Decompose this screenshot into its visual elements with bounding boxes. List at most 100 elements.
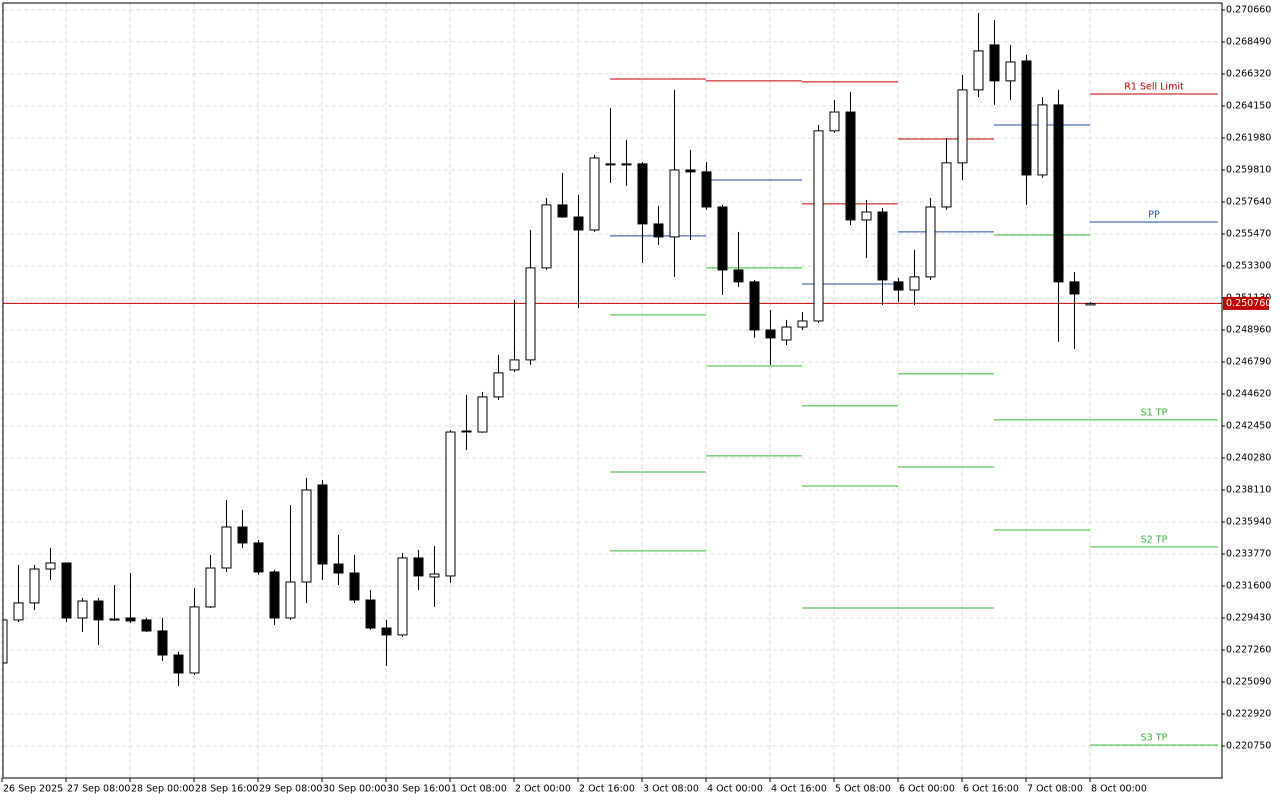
candle-body xyxy=(77,600,88,619)
candle-body xyxy=(573,216,584,231)
candle-body xyxy=(333,563,344,574)
candle-body xyxy=(1069,281,1080,295)
candle-body xyxy=(733,269,744,283)
candle-body xyxy=(557,204,568,218)
x-tick-label: 3 Oct 08:00 xyxy=(643,784,699,795)
candle-body xyxy=(125,617,136,622)
y-tick-label: 0.266320 xyxy=(1226,68,1271,79)
candle-body xyxy=(749,281,760,331)
candle-body xyxy=(1037,104,1048,176)
y-tick-label: 0.270660 xyxy=(1226,4,1271,15)
x-tick-label: 30 Sep 16:00 xyxy=(387,784,450,795)
candle-body xyxy=(253,542,264,573)
plot-area: R1 Sell Limit PP S1 TP S2 TP S3 TP xyxy=(3,12,1222,746)
candle-body xyxy=(541,204,552,269)
x-tick-label: 28 Sep 00:00 xyxy=(131,784,194,795)
axes: 0.270660 0.268490 0.266320 0.264150 0.261980… xyxy=(1,4,1271,795)
candle-body xyxy=(845,111,856,221)
candle-body xyxy=(317,484,328,565)
y-tick-label: 0.220750 xyxy=(1226,740,1271,751)
y-tick-label: 0.259810 xyxy=(1226,164,1271,175)
y-tick-label: 0.264150 xyxy=(1226,100,1271,111)
candle-body xyxy=(477,396,488,433)
candle-body xyxy=(525,267,536,361)
candle-body xyxy=(349,572,360,601)
current-price-label: 0.250760 xyxy=(1226,298,1271,309)
candle-body xyxy=(1005,61,1016,82)
candle-body xyxy=(109,618,120,621)
x-tick-label: 4 Oct 00:00 xyxy=(707,784,763,795)
candle-body xyxy=(13,602,24,621)
candle-body xyxy=(589,157,600,231)
x-tick-label: 4 Oct 16:00 xyxy=(771,784,827,795)
y-tick-label: 0.231600 xyxy=(1226,580,1271,591)
x-tick-label: 7 Oct 08:00 xyxy=(1027,784,1083,795)
candle-body xyxy=(877,211,888,281)
candle-body xyxy=(797,320,808,328)
y-tick-label: 0.261980 xyxy=(1226,132,1271,143)
level-label: R1 Sell Limit xyxy=(1124,81,1184,92)
candle-body xyxy=(861,211,872,221)
candle-body xyxy=(909,276,920,291)
y-tick-label: 0.233770 xyxy=(1226,548,1271,559)
candle-body xyxy=(3,619,8,664)
candle-body xyxy=(1021,60,1032,176)
current-price-box xyxy=(1223,296,1269,310)
candle-body xyxy=(1053,104,1064,283)
x-tick-label: 6 Oct 16:00 xyxy=(963,784,1019,795)
candle-body xyxy=(781,326,792,341)
candle-body xyxy=(893,281,904,291)
plot-frame xyxy=(2,2,1223,779)
y-tick-label: 0.227260 xyxy=(1226,644,1271,655)
level-label: S3 TP xyxy=(1141,732,1168,743)
candle-body xyxy=(509,359,520,371)
candle-body xyxy=(605,163,616,166)
candle-body xyxy=(221,526,232,569)
candle-body xyxy=(29,568,40,604)
candle-body xyxy=(381,627,392,636)
x-tick-label: 2 Oct 00:00 xyxy=(515,784,571,795)
candle-body xyxy=(141,619,152,632)
x-tick-label: 8 Oct 00:00 xyxy=(1091,784,1147,795)
y-tick-label: 0.268490 xyxy=(1226,36,1271,47)
candle-body xyxy=(941,162,952,208)
candle-body xyxy=(45,562,56,570)
candle-body xyxy=(285,581,296,619)
candle-body xyxy=(205,567,216,608)
candle-body xyxy=(493,372,504,398)
candle-body xyxy=(973,50,984,91)
x-tick-label: 26 Sep 2025 xyxy=(3,784,63,795)
candle-body xyxy=(701,171,712,208)
candle-body xyxy=(429,573,440,578)
candle-body xyxy=(157,630,168,656)
y-tick-label: 0.242450 xyxy=(1226,420,1271,431)
x-tick-label: 1 Oct 08:00 xyxy=(451,784,507,795)
candle-body xyxy=(765,329,776,339)
level-label: PP xyxy=(1148,210,1160,221)
candle-body xyxy=(813,130,824,322)
candle-body xyxy=(269,571,280,619)
y-tick-label: 0.229430 xyxy=(1226,612,1271,623)
level-label: S1 TP xyxy=(1141,407,1168,418)
candle-body xyxy=(93,600,104,621)
y-tick-label: 0.238110 xyxy=(1226,484,1271,495)
candle-body xyxy=(61,562,72,619)
candle-body xyxy=(637,163,648,225)
y-tick-label: 0.225090 xyxy=(1226,676,1271,687)
candle-body xyxy=(173,654,184,674)
grid xyxy=(1,3,1222,778)
candle-body xyxy=(957,89,968,164)
y-tick-label: 0.244620 xyxy=(1226,388,1271,399)
y-tick-label: 0.246790 xyxy=(1226,356,1271,367)
y-tick-label: 0.255470 xyxy=(1226,228,1271,239)
candle-body xyxy=(189,606,200,674)
level-label: S2 TP xyxy=(1141,534,1168,545)
candle-body xyxy=(237,526,248,544)
candle-body xyxy=(653,223,664,238)
x-tick-label: 5 Oct 08:00 xyxy=(835,784,891,795)
candle-body xyxy=(989,44,1000,82)
candle-body xyxy=(717,206,728,271)
candle-body xyxy=(397,557,408,636)
